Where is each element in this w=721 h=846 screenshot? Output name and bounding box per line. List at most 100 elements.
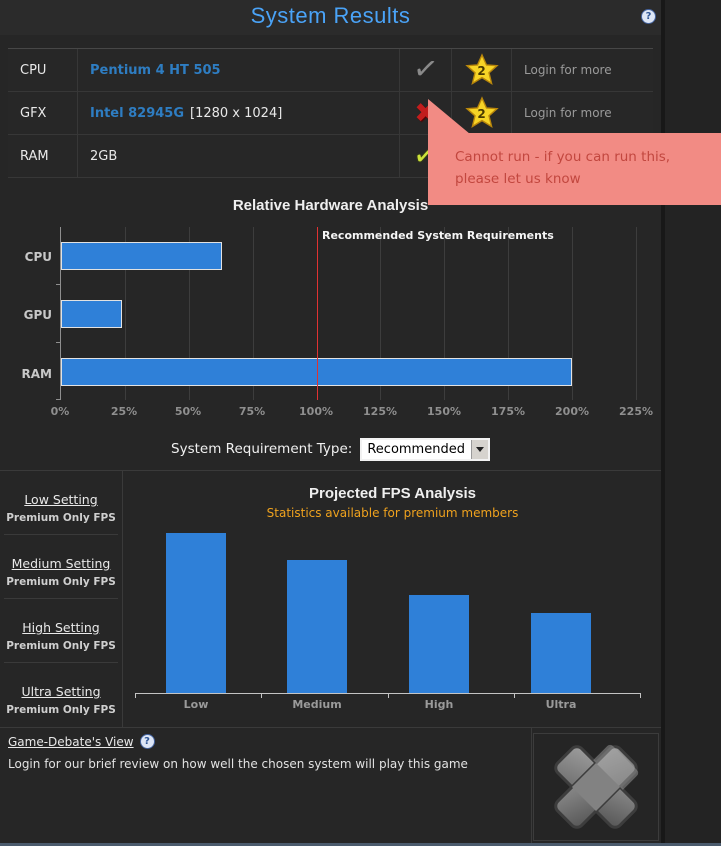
gridline xyxy=(444,227,446,400)
hardware-name-cell: 2GB xyxy=(78,135,400,177)
verdict-icon-box xyxy=(533,733,659,841)
gfx-link[interactable]: Intel 82945G xyxy=(90,105,185,121)
hw-xlabels: 0% 25% 50% 75% 100% 125% 150% 175% 200% 225% xyxy=(51,405,653,421)
medium-setting-fps: Premium Only FPS xyxy=(6,576,116,588)
row-label: GFX xyxy=(8,92,78,134)
right-margin-strip xyxy=(665,0,721,846)
status-cell: ✓ xyxy=(400,49,452,91)
section-divider xyxy=(0,470,661,471)
fps-label-ultra: Ultra xyxy=(545,698,577,711)
gridline xyxy=(508,227,510,400)
fps-chart-subtitle: Statistics available for premium members xyxy=(266,506,519,520)
y-axis-tick xyxy=(56,399,61,400)
x-tick-label: 200% xyxy=(555,405,589,418)
y-label-ram: RAM xyxy=(21,367,52,381)
x-tick-label: 50% xyxy=(174,405,202,418)
gridline xyxy=(572,227,574,400)
sidebar-item-low: Low Setting Premium Only FPS xyxy=(4,471,118,535)
high-setting-fps: Premium Only FPS xyxy=(6,640,116,652)
game-debate-view-link[interactable]: Game-Debate's View xyxy=(8,734,134,749)
hardware-name-cell: Intel 82945G [1280 x 1024] xyxy=(78,92,400,134)
gfx-resolution: [1280 x 1024] xyxy=(190,105,283,121)
fps-chart-title: Projected FPS Analysis xyxy=(308,485,476,502)
y-label-cpu: CPU xyxy=(24,250,52,264)
table-row-cpu: CPU Pentium 4 HT 505 ✓ 2 Login for more xyxy=(8,49,653,92)
requirement-type-label: System Requirement Type: xyxy=(171,441,353,457)
sidebar-item-high: High Setting Premium Only FPS xyxy=(4,599,118,663)
sidebar-item-ultra: Ultra Setting Premium Only FPS xyxy=(4,663,118,727)
x-tick-label: 25% xyxy=(110,405,138,418)
star-cell: 2 xyxy=(452,92,512,134)
row-label: CPU xyxy=(8,49,78,91)
check-icon: ✓ xyxy=(410,50,441,89)
footer-divider xyxy=(531,727,532,843)
fps-chart-area: Projected FPS Analysis Statistics availa… xyxy=(124,471,661,727)
x-tick-label: 100% xyxy=(299,405,333,418)
tooltip-line2: please let us know xyxy=(455,171,581,187)
gridline xyxy=(188,227,190,400)
star-count: 2 xyxy=(477,64,486,78)
fps-bar-medium xyxy=(287,560,347,693)
gridline xyxy=(380,227,382,400)
help-icon[interactable]: ? xyxy=(641,9,656,24)
gridline xyxy=(636,227,637,400)
ram-value: 2GB xyxy=(90,148,118,164)
fps-x-axis xyxy=(135,693,641,698)
cpu-bar xyxy=(61,242,222,270)
game-debate-view: Game-Debate's View ? Login for our brief… xyxy=(8,734,523,771)
x-tick-label: 225% xyxy=(619,405,653,418)
ultra-setting-link[interactable]: Ultra Setting xyxy=(21,684,101,699)
table-row-gfx: GFX Intel 82945G [1280 x 1024] ✖ 2 Login… xyxy=(8,92,653,135)
selected-option: Recommended xyxy=(367,441,465,457)
tooltip-line1: Cannot run - if you can run this, xyxy=(455,149,671,165)
fps-label-low: Low xyxy=(183,698,209,711)
x-tick-label: 75% xyxy=(238,405,266,418)
requirement-type-row: System Requirement Type: Recommended xyxy=(0,436,661,462)
y-axis-tick xyxy=(56,284,61,285)
hardware-chart-title: Relative Hardware Analysis xyxy=(232,197,429,214)
row-label: RAM xyxy=(8,135,78,177)
column-divider xyxy=(661,0,665,846)
chevron-down-icon xyxy=(475,446,484,452)
fps-bar-high xyxy=(409,595,469,693)
header-bar: System Results ? xyxy=(0,0,661,35)
star-count: 2 xyxy=(477,107,486,121)
recommended-reference-line xyxy=(316,227,318,400)
high-setting-link[interactable]: High Setting xyxy=(22,620,100,635)
reference-line-label: Recommended System Requirements xyxy=(322,229,554,242)
star-cell: 2 xyxy=(452,49,512,91)
help-icon[interactable]: ? xyxy=(139,734,155,749)
x-tick-label: 150% xyxy=(427,405,461,418)
x-tick-label: 0% xyxy=(50,405,70,418)
fps-label-medium: Medium xyxy=(292,698,342,711)
cpu-link[interactable]: Pentium 4 HT 505 xyxy=(90,62,221,78)
login-more-link[interactable]: Login for more xyxy=(524,106,612,120)
star-icon[interactable]: 2 xyxy=(464,53,499,87)
star-icon[interactable]: 2 xyxy=(464,96,499,130)
cannot-run-tooltip: Cannot run - if you can run this, please… xyxy=(428,133,721,205)
ultra-setting-fps: Premium Only FPS xyxy=(6,704,116,716)
select-dropdown-button[interactable] xyxy=(470,439,488,459)
fps-label-high: High xyxy=(424,698,454,711)
gridline xyxy=(124,227,126,400)
login-more-link[interactable]: Login for more xyxy=(524,63,612,77)
sidebar-item-medium: Medium Setting Premium Only FPS xyxy=(4,535,118,599)
x-tick-label: 125% xyxy=(363,405,397,418)
page-title: System Results xyxy=(250,3,411,28)
fps-bar-low xyxy=(166,533,226,693)
requirement-type-select[interactable]: Recommended xyxy=(360,437,490,461)
low-setting-link[interactable]: Low Setting xyxy=(24,492,98,507)
gridline xyxy=(252,227,254,400)
medium-setting-link[interactable]: Medium Setting xyxy=(11,556,111,571)
fps-bar-ultra xyxy=(531,613,591,693)
section-divider xyxy=(0,727,661,728)
y-axis-tick xyxy=(56,342,61,343)
x-tick-label: 175% xyxy=(491,405,525,418)
bottom-section-edge xyxy=(0,843,721,846)
y-label-gpu: GPU xyxy=(23,308,52,322)
low-setting-fps: Premium Only FPS xyxy=(6,512,116,524)
gpu-bar xyxy=(61,300,123,328)
cannot-run-cross-icon xyxy=(554,744,639,829)
hw-plot: Recommended System Requirements xyxy=(56,227,637,400)
